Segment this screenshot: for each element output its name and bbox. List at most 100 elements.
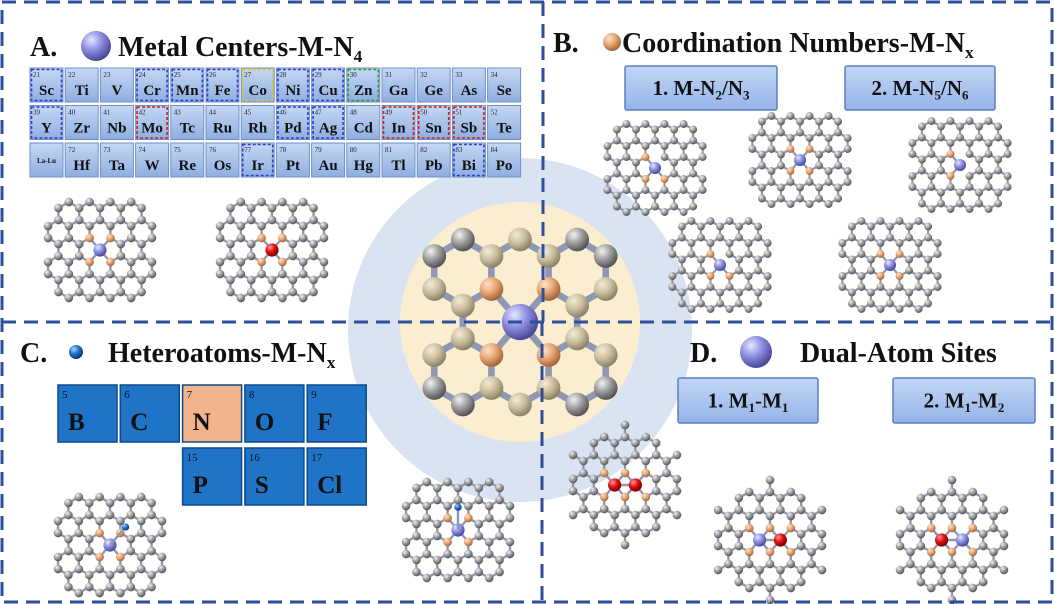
molecule <box>748 112 852 208</box>
carbon-atom <box>412 555 421 565</box>
carbon-atom <box>443 501 452 511</box>
carbon-atom <box>984 205 993 213</box>
title-text: 1. M <box>708 389 749 413</box>
panel-title: Coordination Numbers-M-Nx <box>622 28 974 62</box>
carbon-atom <box>126 293 136 303</box>
carbon-atom <box>495 519 504 529</box>
element-cell <box>487 67 522 103</box>
carbon-atom <box>838 283 847 291</box>
carbon-atom <box>927 205 936 213</box>
carbon-atom <box>978 493 988 503</box>
element-symbol: Cr <box>143 83 161 99</box>
carbon-atom <box>713 529 723 539</box>
carbon-atom <box>137 203 146 213</box>
carbon-atom <box>54 203 63 213</box>
carbon-atom <box>508 392 532 417</box>
carbon-atom <box>662 504 671 514</box>
carbon-atom <box>706 217 715 225</box>
title-text: Metal Centers-M-N <box>118 32 354 63</box>
carbon-atom <box>589 474 599 484</box>
carbon-atom <box>85 293 94 303</box>
atomic-number: 40 <box>68 109 76 117</box>
carbon-atom <box>126 257 136 267</box>
nitrogen-atom <box>641 175 650 183</box>
carbon-atom <box>755 565 764 575</box>
carbon-atom <box>84 546 94 556</box>
carbon-atom <box>843 134 852 142</box>
carbon-atom <box>999 541 1009 551</box>
carbon-atom <box>670 158 679 167</box>
carbon-atom <box>668 250 677 258</box>
element-symbol: Nb <box>107 121 126 137</box>
carbon-atom <box>817 565 827 575</box>
carbon-atom <box>689 202 698 211</box>
carbon-atom <box>422 549 432 559</box>
molecule <box>895 475 1009 604</box>
carbon-atom <box>755 493 764 503</box>
element-cell <box>275 67 310 103</box>
carbon-atom <box>847 255 856 264</box>
carbon-atom <box>796 529 806 539</box>
carbon-atom <box>54 287 63 297</box>
carbon-atom <box>565 227 590 252</box>
carbon-atom <box>64 498 73 508</box>
carbon-atom <box>767 200 776 208</box>
carbon-atom <box>412 483 421 493</box>
element-symbol: N <box>193 409 211 436</box>
carbon-atom <box>696 288 705 297</box>
carbon-atom <box>927 172 936 180</box>
carbon-atom <box>936 155 945 164</box>
carbon-atom <box>631 136 640 145</box>
carbon-atom <box>857 305 866 313</box>
carbon-atom <box>776 577 785 587</box>
carbon-atom <box>933 283 942 291</box>
carbon-atom <box>298 233 308 243</box>
carbon-atom <box>593 244 618 268</box>
nitrogen-atom <box>946 150 955 158</box>
carbon-atom <box>612 158 621 167</box>
element-tile <box>244 447 305 506</box>
element-cell <box>205 142 240 178</box>
carbon-atom <box>422 343 447 367</box>
atomic-number: 81 <box>385 146 393 154</box>
atomic-number: 75 <box>174 146 182 154</box>
carbon-atom <box>116 239 126 249</box>
nitrogen-atom <box>599 468 609 478</box>
icon-sphere <box>603 33 621 51</box>
atomic-number: 7 <box>187 389 193 401</box>
carbon-atom <box>807 511 816 521</box>
carbon-atom <box>116 215 126 225</box>
panel-label: B. <box>553 28 579 59</box>
atomic-number: 46 <box>279 109 287 117</box>
carbon-atom <box>662 492 671 502</box>
carbon-atom <box>64 510 73 520</box>
element-cell <box>135 105 170 140</box>
carbon-atom <box>432 555 442 565</box>
carbon-atom <box>677 288 686 297</box>
carbon-atom <box>43 233 53 243</box>
element-symbol: Hg <box>354 158 374 174</box>
carbon-atom <box>319 233 329 243</box>
carbon-atom <box>866 266 875 275</box>
carbon-atom <box>422 537 432 547</box>
carbon-atom <box>74 552 84 562</box>
element-tile <box>119 384 181 443</box>
carbon-atom <box>422 244 447 268</box>
carbon-atom <box>824 134 833 142</box>
metal-atom <box>608 478 622 492</box>
carbon-atom <box>917 133 926 142</box>
carbon-atom <box>744 583 754 593</box>
atomic-number: 80 <box>350 146 358 154</box>
carbon-atom <box>796 194 804 203</box>
carbon-atom <box>1003 172 1012 180</box>
carbon-atom <box>933 239 942 247</box>
carbon-atom <box>64 221 74 231</box>
nitrogen-atom <box>479 343 504 367</box>
carbon-atom <box>246 251 256 261</box>
carbon-atom <box>815 183 824 192</box>
nitrogen-atom <box>464 537 473 547</box>
atomic-number: 49 <box>385 109 393 117</box>
carbon-atom <box>936 199 945 208</box>
carbon-atom <box>126 221 136 231</box>
